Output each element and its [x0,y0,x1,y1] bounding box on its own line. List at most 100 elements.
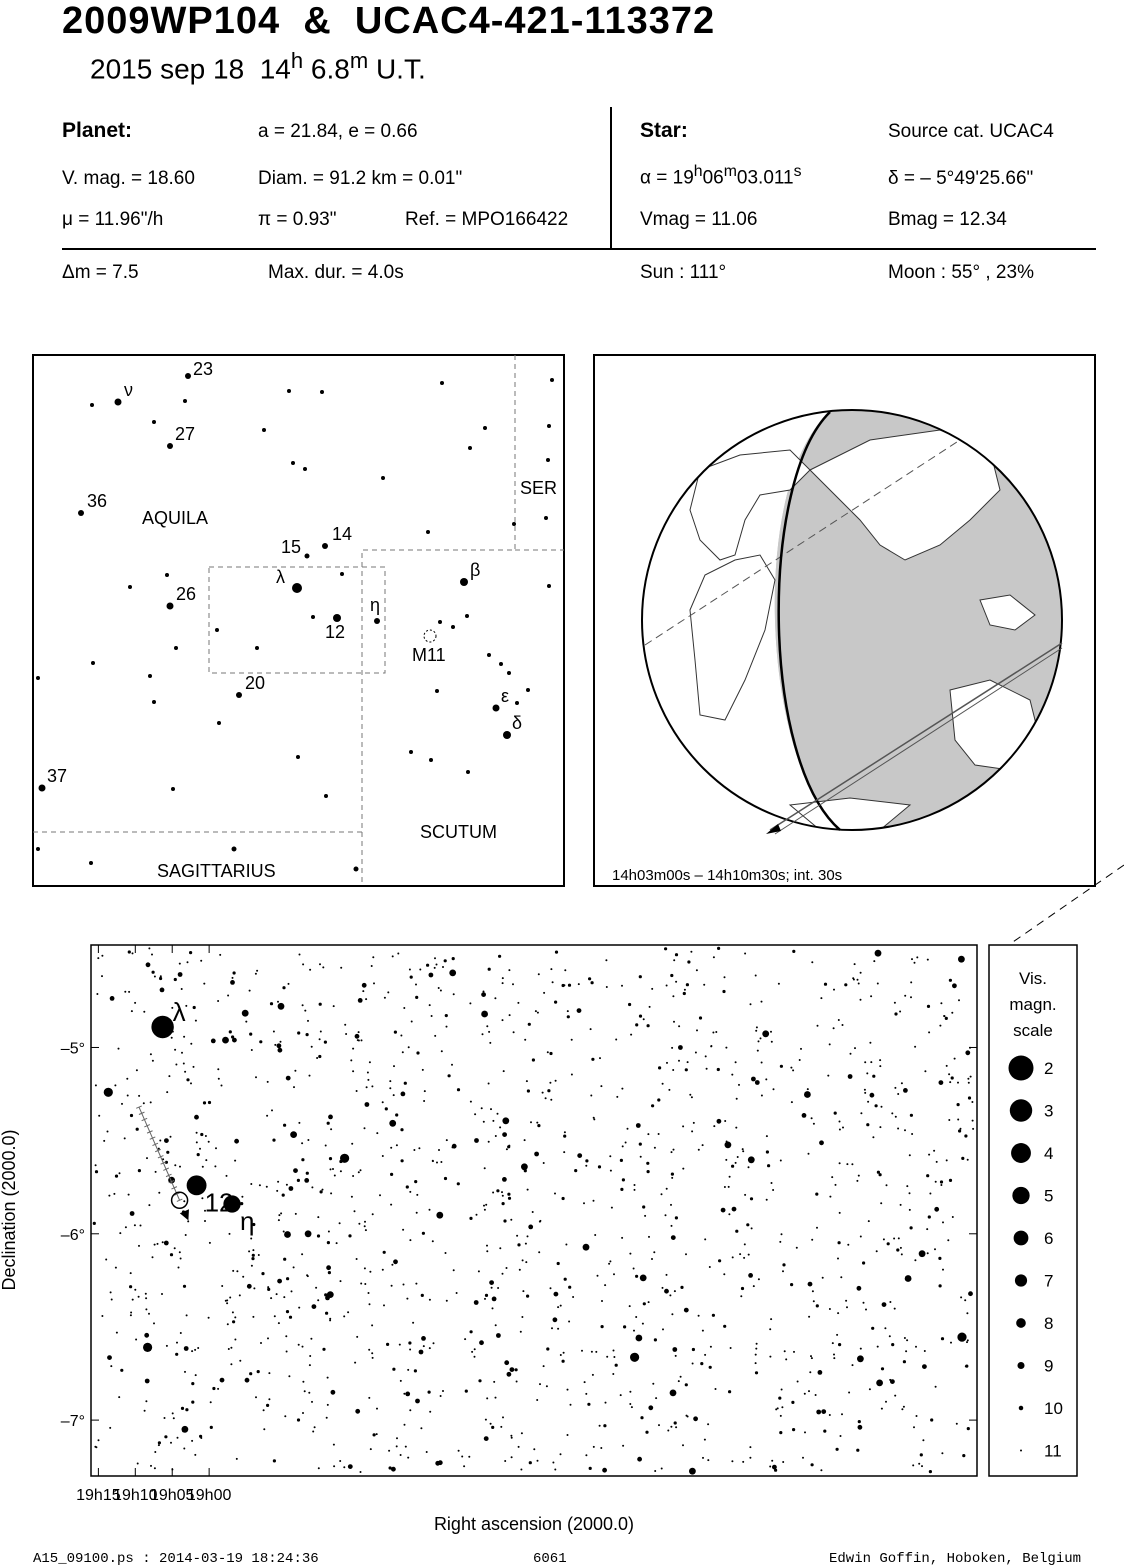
constellation-sagittarius: SAGITTARIUS [157,861,276,881]
field-star [210,1038,216,1044]
field-star [290,1131,297,1138]
field-star [107,1355,112,1360]
field-star [816,1024,819,1027]
field-star [785,1358,788,1361]
field-star [595,1350,598,1353]
field-star [222,1036,229,1044]
field-star [235,1457,238,1460]
legend-title-line1: Vis. [1019,969,1047,988]
field-star [876,1379,883,1387]
field-star [894,1012,898,1016]
field-star [239,1359,242,1362]
named-star-label: η [240,1206,254,1236]
field-star [298,1121,301,1124]
field-star [835,1447,839,1451]
field-star [407,1046,410,1049]
field-star [552,1461,555,1464]
field-star [365,998,368,1001]
field-star [229,1296,232,1299]
field-star [204,1135,207,1137]
field-star [776,1407,779,1410]
field-star [288,1186,294,1191]
field-star [731,1164,735,1168]
field-star [151,1059,154,1062]
field-star [482,1120,485,1123]
field-star [259,1040,263,1044]
field-star [134,1288,137,1291]
field-star [477,1270,480,1273]
field-star [185,1408,189,1412]
field-star [670,1203,672,1206]
field-star [475,1213,478,1216]
field-star [762,1030,770,1038]
field-star [928,1031,931,1034]
field-star [306,1275,309,1278]
field-star [357,1171,360,1174]
field-star [621,984,623,987]
field-star [330,1192,333,1195]
field-star [635,1316,638,1318]
field-star [169,1253,174,1257]
field-star [456,1088,461,1092]
field-star [848,1391,851,1394]
field-star [248,989,251,992]
field-star [875,1250,878,1253]
field-star [747,1253,750,1256]
field-star [226,1302,229,1305]
field-star [740,1286,745,1291]
field-star [833,1111,837,1115]
field-star [723,1324,727,1328]
field-star [115,1331,118,1334]
field-star [831,1342,834,1345]
field-star [392,1367,396,1371]
field-star [400,1034,403,1037]
field-star [708,1266,711,1268]
field-star [315,1286,318,1289]
field-star [902,1405,905,1408]
field-star [283,1257,287,1261]
field-star [808,1390,810,1393]
field-star [505,1267,508,1269]
minute-unit: m [349,48,369,73]
field-star [371,1085,374,1088]
field-star [143,1342,153,1352]
field-star [418,1349,424,1355]
field-star [157,1441,161,1445]
field-star [704,1055,707,1058]
label-m11: M11 [412,645,446,665]
field-star [191,1439,194,1442]
field-star [635,1334,643,1342]
field-star [166,1091,169,1094]
max-duration: Max. dur. = 4.0s [268,262,404,283]
field-star [588,1466,592,1470]
field-star [521,1163,528,1171]
field-star [195,1131,198,1134]
field-star [815,1192,819,1196]
field-star [428,1347,431,1350]
field-star [837,1312,840,1315]
field-star [585,1159,589,1163]
legend-dot [1012,1186,1030,1205]
field-star [399,1454,402,1456]
field-star [296,1178,300,1182]
field-star [943,1015,946,1018]
field-star [614,1363,618,1367]
field-star [496,1333,501,1338]
field-star [94,1170,99,1174]
field-star [849,1052,852,1055]
field-star [282,986,286,990]
field-star [452,1269,455,1272]
field-star [601,1300,603,1302]
field-star [103,1087,113,1097]
field-star [197,1347,200,1349]
field-star [244,1377,250,1383]
field-star [327,1271,331,1275]
field-star [845,1299,848,1302]
field-star [704,1238,707,1241]
field-star [442,1390,444,1392]
field-star [756,1049,759,1052]
field-star [790,1101,793,1104]
field-star [105,1258,108,1261]
field-star [526,1294,530,1298]
constellation-ser: SER [520,478,557,498]
